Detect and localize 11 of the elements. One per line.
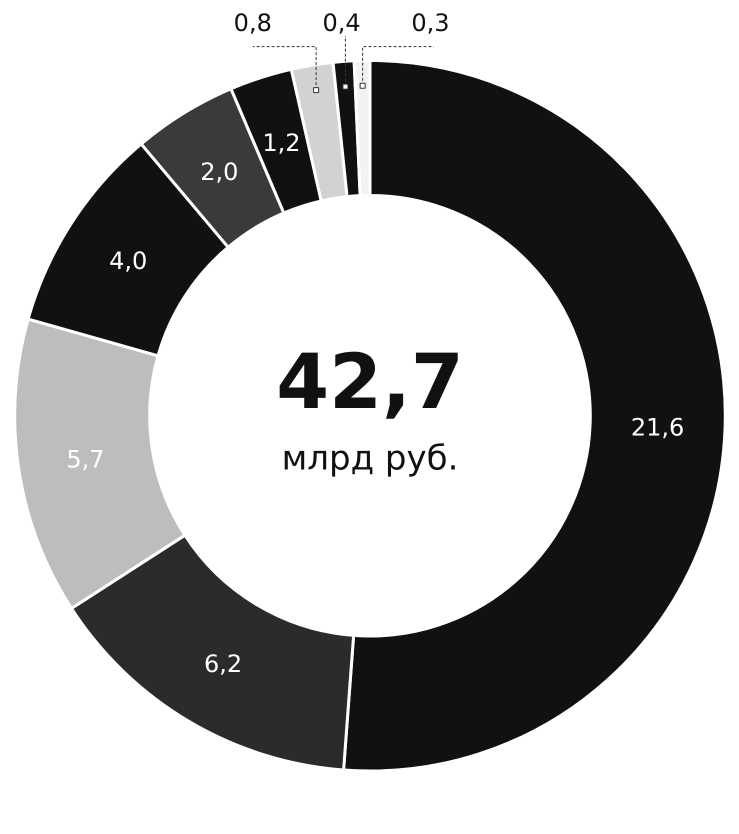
data-label: 0,3 [411,8,450,37]
data-label: 21,6 [630,413,684,442]
data-label: 1,2 [262,129,301,158]
data-label: 6,2 [204,650,242,678]
data-label: 4,0 [109,246,148,275]
data-label: 2,0 [200,158,238,186]
data-label: 0,8 [234,8,272,37]
data-label: 5,7 [66,445,104,474]
data-label: 0,4 [322,8,361,37]
text: 42,7 [276,337,464,426]
text: млрд руб. [282,438,458,478]
